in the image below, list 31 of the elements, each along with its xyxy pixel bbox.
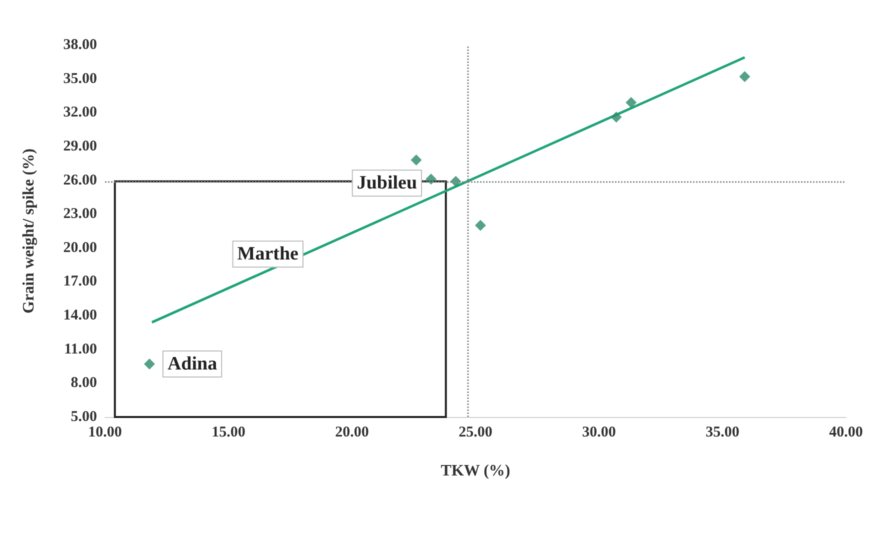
point: [474, 220, 486, 231]
annotation: Marthe: [237, 244, 298, 265]
annotation: Jubileu: [356, 172, 418, 194]
x-tick-label: 10.00: [88, 424, 122, 440]
y-tick-label: 5.00: [70, 409, 97, 425]
point: [610, 112, 622, 123]
y-tick-label: 17.00: [63, 274, 97, 290]
y-tick-label: 11.00: [64, 341, 97, 358]
y-tick-label: 20.00: [63, 240, 97, 256]
y-tick-label: 23.00: [63, 206, 97, 222]
x-axis-title: TKW (%): [440, 462, 510, 480]
y-tick-label: 35.00: [63, 70, 97, 87]
x-tick-label: 15.00: [212, 424, 246, 440]
y-tick-label: 14.00: [63, 308, 97, 324]
point: [410, 154, 422, 166]
y-tick-label: 29.00: [63, 138, 97, 154]
y-tick-label: 8.00: [70, 375, 97, 392]
point: [626, 96, 637, 108]
y-tick-label: 38.00: [63, 37, 97, 53]
y-axis-title: Grain weight/ spike (%): [20, 148, 38, 314]
point: [426, 174, 437, 185]
annotation: Adina: [167, 354, 218, 375]
point: [144, 358, 155, 370]
x-tick-label: 30.00: [582, 424, 616, 440]
x-tick-label: 20.00: [335, 424, 369, 440]
y-tick-label: 32.00: [63, 104, 97, 121]
x-tick-label: 35.00: [706, 424, 740, 440]
x-tick-label: 25.00: [458, 424, 492, 440]
y-tick-label: 26.00: [63, 172, 97, 188]
point: [739, 71, 750, 82]
x-tick-label: 40.00: [829, 424, 863, 440]
